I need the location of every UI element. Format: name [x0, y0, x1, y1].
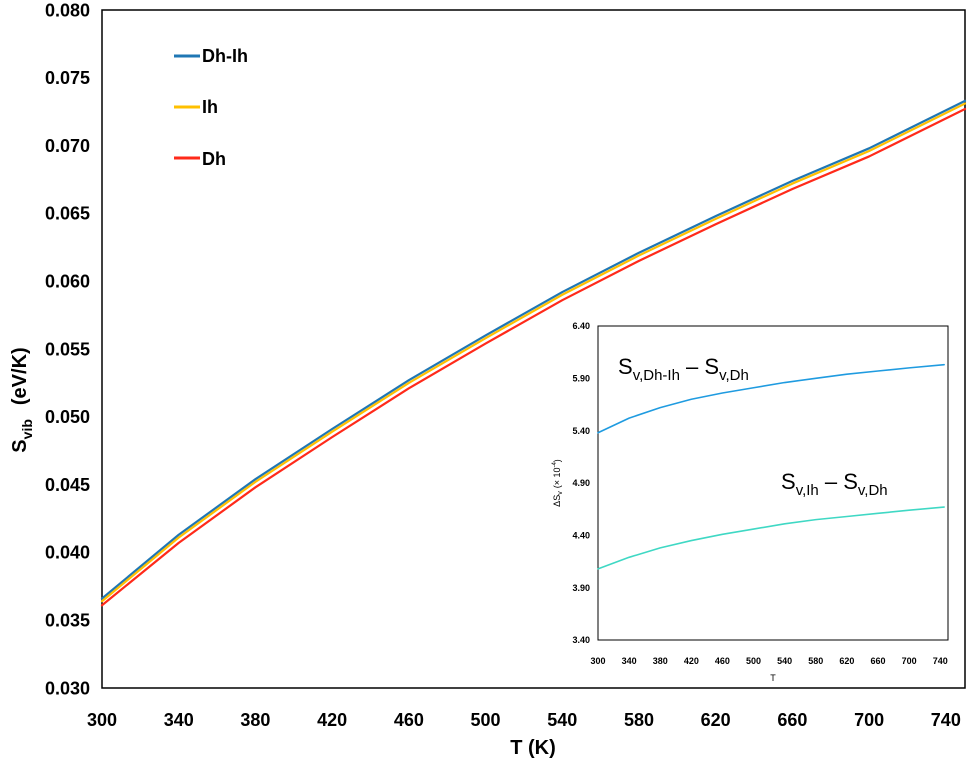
inset-x-tick-label: 620: [839, 656, 854, 666]
main-x-tick-label: 540: [547, 710, 577, 730]
inset-y-tick-label: 4.90: [572, 478, 590, 488]
x-axis-title: T (K): [510, 737, 556, 759]
main-x-tick-label: 580: [624, 710, 654, 730]
main-x-tick-label: 300: [87, 710, 117, 730]
inset-x-tick-label: 340: [622, 656, 637, 666]
main-x-tick-label: 700: [854, 710, 884, 730]
inset-y-tick-label: 3.90: [572, 583, 590, 593]
inset-chart: 3.40 3.90 4.40 4.90 5.40 5.90 6.40 300 340 380 42…: [552, 321, 949, 683]
inset-y-title-main: ΔS: [552, 495, 562, 507]
main-y-tick-label: 0.070: [45, 136, 90, 156]
main-x-tick-label: 380: [240, 710, 270, 730]
inset-x-tick-label: 460: [715, 656, 730, 666]
legend-label-dh-ih: Dh-Ih: [202, 46, 248, 66]
legend-label-ih: Ih: [202, 97, 218, 117]
inset-y-title-units: (× 10: [552, 468, 562, 489]
inset-x-tick-label: 300: [590, 656, 605, 666]
main-y-tick-label: 0.050: [45, 407, 90, 427]
inset-x-tick-label: 380: [653, 656, 668, 666]
inset-y-tick-label: 5.40: [572, 426, 590, 436]
y-axis-title: Svib (eV/K): [9, 347, 35, 452]
main-y-tick-label: 0.055: [45, 339, 90, 359]
y-axis-title-units: (eV/K): [9, 347, 31, 405]
main-y-tick-label: 0.040: [45, 543, 90, 563]
inset-y-title-sub: v: [557, 491, 564, 495]
inset-plot-frame: [597, 325, 949, 641]
main-y-tick-label: 0.045: [45, 475, 90, 495]
inset-y-axis-ticks: 3.40 3.90 4.40 4.90 5.40 5.90 6.40: [572, 321, 590, 645]
inset-annotation-dh-ih: Sv,Dh-Ih – Sv,Dh: [618, 354, 749, 384]
inset-x-axis-ticks: 300 340 380 420 460 500 540 580 620 660 700 740: [590, 656, 948, 666]
main-x-tick-label: 620: [701, 710, 731, 730]
svg-text:ΔSv(× 10-4): ΔSv (× 10-4): [552, 459, 564, 507]
inset-y-tick-label: 3.40: [572, 635, 590, 645]
main-y-tick-label: 0.075: [45, 68, 90, 88]
main-x-tick-label: 660: [777, 710, 807, 730]
legend: Dh-Ih Ih Dh: [174, 46, 248, 169]
inset-series-line-1: [597, 363, 945, 434]
main-plot-frame: [101, 9, 966, 689]
svg-text:Svib(eV/K): Svib (eV/K): [9, 347, 35, 452]
y-axis-title-main: S: [9, 439, 31, 452]
main-y-tick-label: 0.060: [45, 272, 90, 292]
main-x-tick-label: 460: [394, 710, 424, 730]
main-series-lines: [100, 99, 967, 607]
main-x-axis-ticks: 300 340 380 420 460 500 540 580 620 660 700 740: [87, 710, 961, 730]
inset-y-tick-label: 5.90: [572, 373, 590, 383]
main-y-tick-label: 0.035: [45, 611, 90, 631]
inset-y-axis-title: ΔSv (× 10-4): [552, 459, 564, 507]
main-y-tick-label: 0.065: [45, 204, 90, 224]
inset-x-tick-label: 420: [684, 656, 699, 666]
inset-x-tick-label: 540: [777, 656, 792, 666]
main-y-tick-label: 0.030: [45, 678, 90, 698]
main-y-tick-label: 0.080: [45, 0, 90, 20]
inset-y-tick-label: 4.40: [572, 530, 590, 540]
inset-x-tick-label: 580: [808, 656, 823, 666]
inset-x-tick-label: 660: [870, 656, 885, 666]
main-x-tick-label: 420: [317, 710, 347, 730]
inset-x-axis-title: T: [770, 673, 776, 683]
inset-x-tick-label: 700: [902, 656, 917, 666]
main-series-line-dh: [100, 107, 967, 607]
y-axis-title-sub: vib: [19, 419, 35, 439]
inset-y-title-exp: -4: [552, 462, 558, 468]
inset-x-tick-label: 500: [746, 656, 761, 666]
inset-series-lines: [597, 363, 945, 570]
inset-annotation-ih: Sv,Ih – Sv,Dh: [781, 469, 888, 499]
inset-y-tick-label: 6.40: [572, 321, 590, 331]
main-series-line-ih: [100, 102, 967, 603]
main-x-tick-label: 340: [164, 710, 194, 730]
inset-series-line-2: [597, 506, 945, 570]
legend-label-dh: Dh: [202, 149, 226, 169]
main-series-line-dh-ih: [100, 99, 967, 600]
main-x-tick-label: 500: [471, 710, 501, 730]
inset-y-title-close: ): [552, 459, 562, 462]
main-x-tick-label: 740: [931, 710, 961, 730]
inset-x-tick-label: 740: [933, 656, 948, 666]
main-y-axis-ticks: 0.030 0.035 0.040 0.045 0.050 0.055 0.060 0.065…: [45, 0, 90, 698]
